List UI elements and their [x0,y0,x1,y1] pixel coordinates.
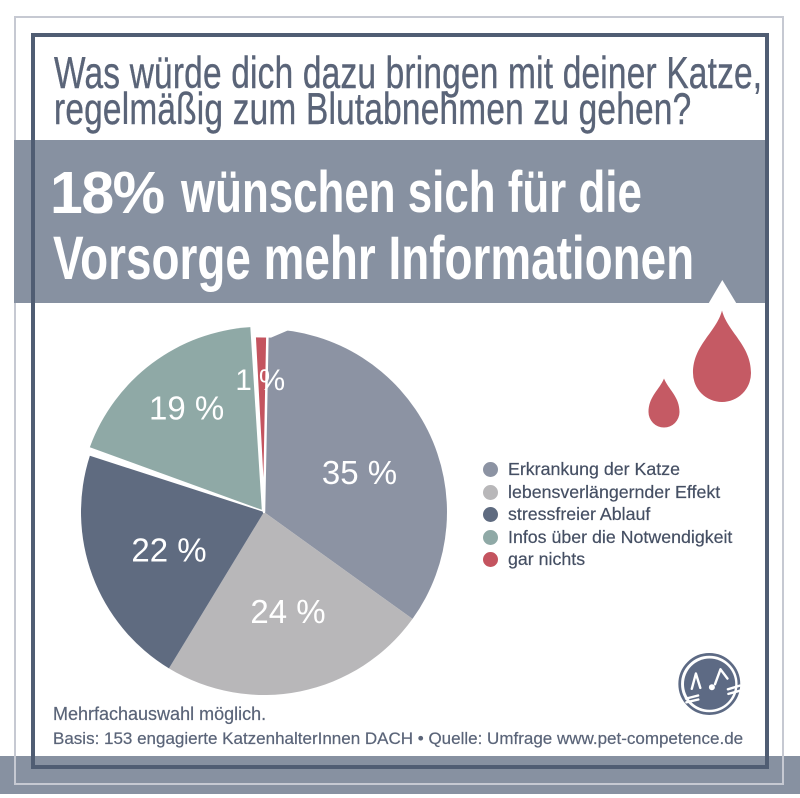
svg-text:35 %: 35 % [322,454,397,491]
svg-text:24 %: 24 % [250,593,325,630]
svg-text:19 %: 19 % [149,390,224,427]
svg-text:1 %: 1 % [235,364,285,397]
svg-text:22 %: 22 % [131,532,206,569]
